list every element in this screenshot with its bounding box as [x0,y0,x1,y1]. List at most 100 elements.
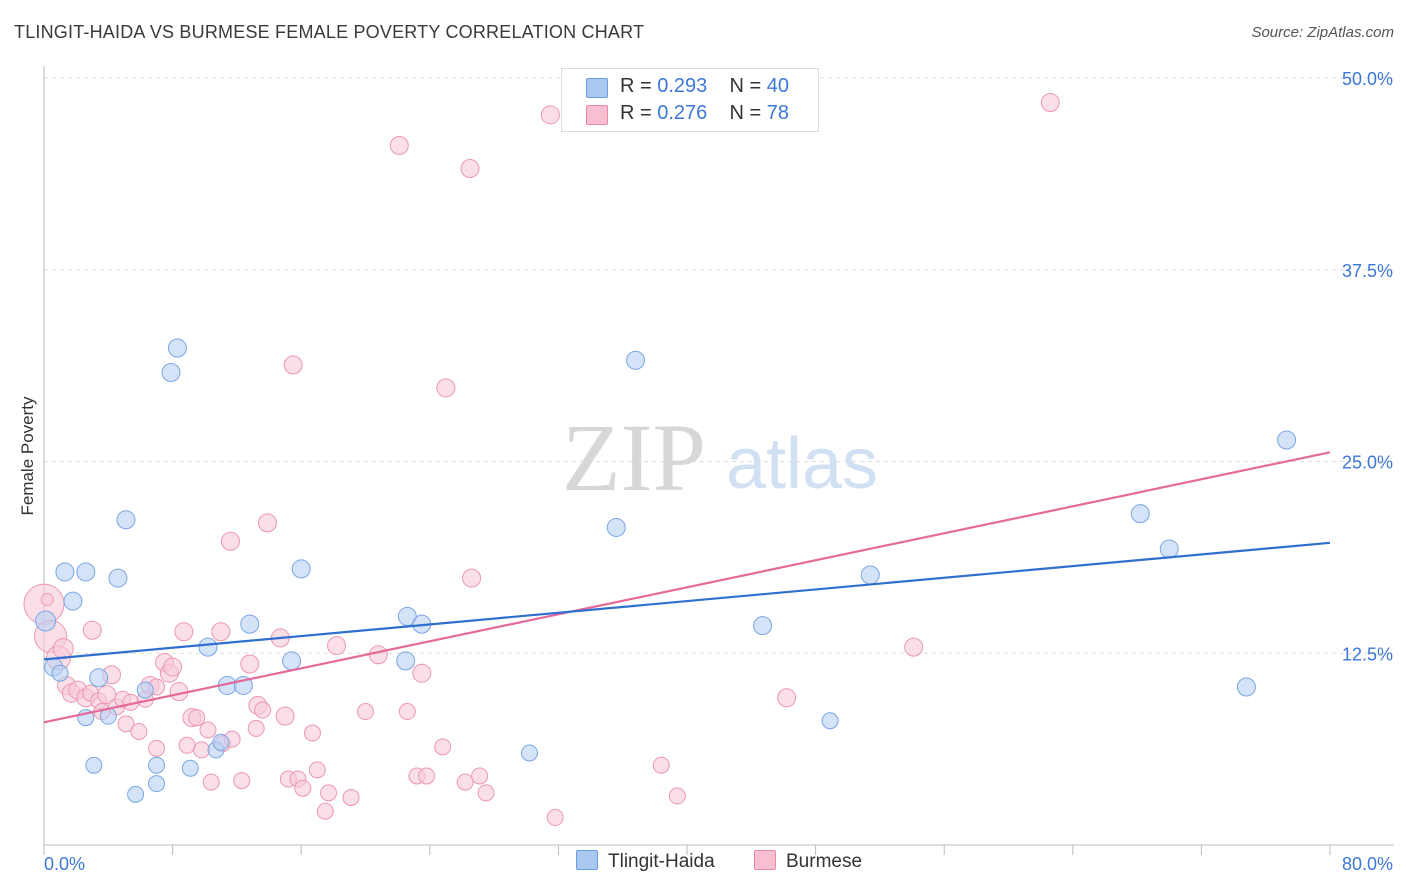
tlingit-haida-point [1159,539,1179,559]
bottom-legend-swatch-burmese [754,850,776,870]
burmese-point [82,620,102,640]
burmese-point [342,788,360,806]
tlingit-haida-point [606,517,626,537]
burmese-point [904,637,924,657]
tlingit-haida-point [127,785,145,803]
tlingit-haida-point [1236,677,1256,697]
bottom-legend-burmese: Burmese [754,850,862,873]
legend-n-value: 78 [766,102,790,124]
y-tick-label: 12.5% [1342,644,1393,664]
burmese-point [220,531,240,551]
legend-r-label: R = [620,75,652,97]
tlingit-haida-point [108,568,128,588]
chart-source: Source: ZipAtlas.com [1251,24,1394,41]
bottom-legend-swatch-tlingit-haida [576,850,598,870]
legend-r-value: 0.293 [657,75,708,97]
chart-title: TLINGIT-HAIDA VS BURMESE FEMALE POVERTY … [14,22,645,42]
burmese-point [233,772,251,790]
tlingit-haida-point [63,591,83,611]
trend-lines [43,451,1331,724]
legend-box: R = 0.293 N = 40 R = 0.276 N = 78 [561,68,819,132]
burmese-point [178,736,196,754]
tlingit-haida-point [89,668,109,688]
tlingit-haida-point [860,565,880,585]
burmese-point [240,654,260,674]
burmese-point [211,622,231,642]
tlingit-haida-point [55,562,75,582]
burmese-point [668,787,686,805]
legend-swatch-tlingit-haida [586,78,608,98]
burmese-point [456,773,474,791]
tlingit-haida-point [161,363,181,383]
axes [43,66,1394,855]
tlingit-haida-point [181,759,199,777]
burmese-point [777,688,797,708]
burmese-point [254,701,272,719]
tlingit-haida-point [1130,504,1150,524]
burmese-point [389,135,409,155]
burmese-point [368,645,388,665]
tlingit-haida-point [1277,430,1297,450]
burmese-point [320,784,338,802]
burmese-point [1040,93,1060,113]
burmese-point [418,767,436,785]
burmese-point [188,709,206,727]
burmese-point [52,638,74,660]
burmese-point [202,773,220,791]
burmese-point [193,741,211,759]
tlingit-haida-point [396,651,416,671]
bottom-legend-label: Tlingit-Haida [608,851,715,872]
burmese-point [652,756,670,774]
burmese-point [247,719,265,737]
tlingit-haida-points [35,338,1297,803]
tlingit-haida-point [821,712,839,730]
watermark-atlas: atlas [726,424,878,504]
tlingit-haida-point [76,562,96,582]
burmese-trend-line [43,451,1331,724]
gridlines [44,77,1394,654]
watermark-zip: ZIP [562,404,706,511]
burmese-point [546,808,564,826]
tlingit-haida-point [753,616,773,636]
tlingit-haida-point [35,610,57,632]
burmese-points [23,93,1060,826]
burmese-point [398,703,416,721]
legend-stats-burmese: R = 0.276 N = 78 [620,102,789,125]
tlingit-haida-point [167,338,187,358]
tlingit-haida-point [240,614,260,634]
bottom-legend: Tlingit-Haida Burmese [0,850,1406,880]
burmese-point [308,761,326,779]
burmese-point [477,784,495,802]
y-tick-label: 25.0% [1342,453,1393,473]
tick-labels: 12.5% 25.0% 37.5% 50.0% 0.0% 80.0% [44,69,1393,874]
burmese-point [540,105,560,125]
burmese-point [294,779,312,797]
tlingit-haida-point [148,775,166,793]
legend-swatch-burmese [586,105,608,125]
burmese-point [275,706,295,726]
burmese-point [199,721,217,739]
burmese-point [148,739,166,757]
tlingit-haida-point [520,744,538,762]
burmese-point [130,722,148,740]
burmese-point [460,159,480,179]
tlingit-haida-point [282,651,302,671]
tlingit-haida-point [198,637,218,657]
burmese-point [357,703,374,721]
tlingit-haida-point [626,350,646,370]
burmese-point [303,724,321,742]
tlingit-haida-point [116,510,136,530]
x-tick-label: 80.0% [1342,854,1393,874]
x-tick-label: 0.0% [44,854,85,874]
burmese-point [471,767,489,785]
y-tick-label: 37.5% [1342,261,1393,281]
tlingit-haida-point [85,756,103,774]
burmese-point [462,568,482,588]
burmese-point [257,513,277,533]
legend-n-label: N = [729,75,762,97]
y-tick-label: 50.0% [1342,69,1393,89]
burmese-point [436,378,456,398]
tlingit-haida-point [136,681,154,699]
burmese-point [283,355,303,375]
